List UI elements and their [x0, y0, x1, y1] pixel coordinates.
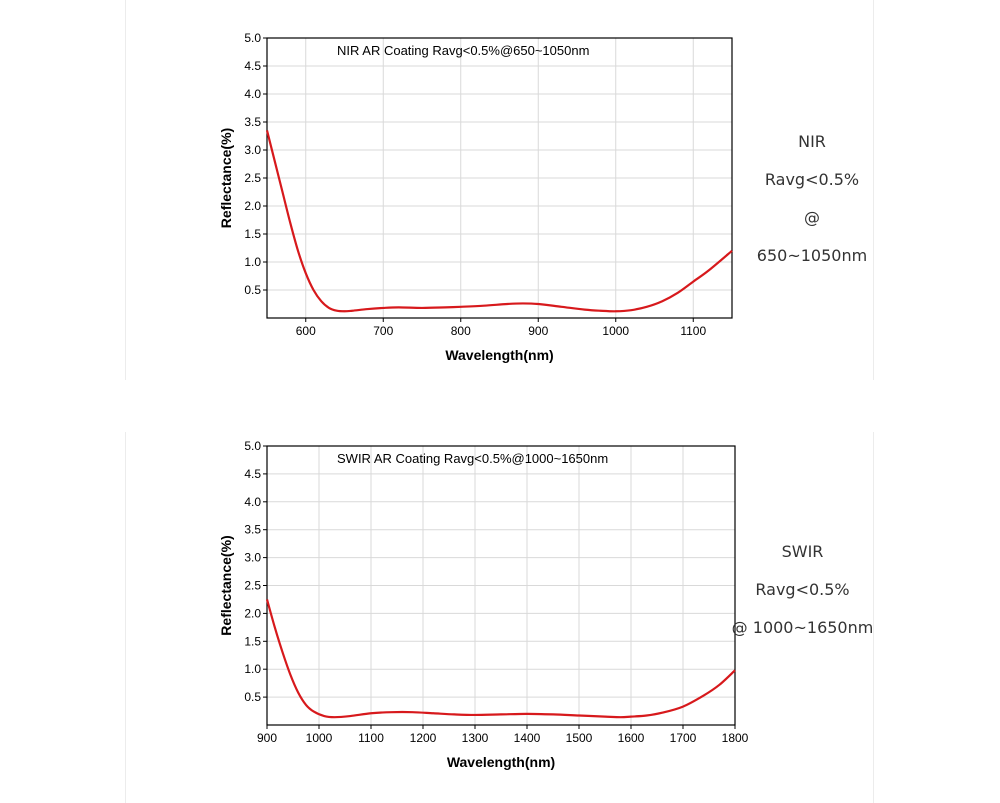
y-tick-label: 2.0 [244, 606, 261, 620]
y-tick-label: 4.5 [244, 59, 261, 73]
y-tick-label: 2.5 [244, 171, 261, 185]
x-tick-label: 1500 [566, 731, 593, 745]
chart-title: SWIR AR Coating Ravg<0.5%@1000~1650nm [337, 451, 608, 466]
y-tick-label: 1.5 [244, 634, 261, 648]
swir-note-line1: SWIR [781, 542, 824, 561]
x-axis-label: Wavelength(nm) [445, 347, 553, 363]
x-tick-label: 1000 [602, 324, 629, 338]
swir-note-line2: Ravg<0.5% [755, 580, 850, 599]
y-tick-label: 5.0 [244, 31, 261, 45]
x-tick-label: 1000 [306, 731, 333, 745]
y-tick-label: 3.5 [244, 523, 261, 537]
y-tick-label: 2.5 [244, 579, 261, 593]
reflectance-curve [265, 130, 733, 313]
y-tick-label: 4.0 [244, 87, 261, 101]
y-tick-label: 3.0 [244, 551, 261, 565]
nir-reflectance-chart: 600 700 800 900 1000 1100 0.5 1.0 1.5 2.0 2.5 3.0 3.… [218, 31, 733, 363]
x-tick-label: 900 [528, 324, 548, 338]
chart-title: NIR AR Coating Ravg<0.5%@650~1050nm [337, 43, 589, 58]
swir-note-line3: @ 1000~1650nm [731, 618, 874, 637]
nir-side-note: NIR Ravg<0.5% @ 650~1050nm [752, 123, 872, 275]
x-tick-label: 1200 [410, 731, 437, 745]
y-tick-label: 0.5 [244, 690, 261, 704]
nir-note-line3: @ 650~1050nm [756, 208, 868, 265]
x-tick-label: 1300 [462, 731, 489, 745]
x-tick-label: 1400 [514, 731, 541, 745]
y-tick-label: 3.5 [244, 115, 261, 129]
y-tick-label: 1.5 [244, 227, 261, 241]
y-tick-label: 0.5 [244, 283, 261, 297]
x-tick-label: 800 [451, 324, 471, 338]
y-axis-label: Reflectance(%) [218, 535, 234, 635]
x-tick-label: 1100 [358, 731, 384, 745]
y-tick-label: 1.0 [244, 255, 261, 269]
x-tick-label: 700 [373, 324, 393, 338]
y-tick-label: 4.0 [244, 495, 261, 509]
x-axis-label: Wavelength(nm) [447, 754, 555, 770]
x-tick-label: 900 [257, 731, 277, 745]
x-tick-label: 1700 [670, 731, 697, 745]
y-tick-label: 1.0 [244, 662, 261, 676]
y-tick-label: 2.0 [244, 199, 261, 213]
reflectance-curve [265, 599, 736, 719]
nir-note-line1: NIR [798, 132, 826, 151]
x-tick-label: 600 [296, 324, 316, 338]
x-tick-label: 1800 [722, 731, 749, 745]
x-tick-label: 1600 [618, 731, 645, 745]
x-tick-label: 1100 [680, 324, 706, 338]
y-axis-label: Reflectance(%) [218, 128, 234, 228]
y-tick-label: 3.0 [244, 143, 261, 157]
y-tick-label: 4.5 [244, 467, 261, 481]
swir-reflectance-chart: 900 1000 1100 1200 1300 1400 1500 1600 1700 1800 0… [218, 439, 749, 770]
swir-side-note: SWIR Ravg<0.5% @ 1000~1650nm [730, 533, 875, 647]
section-gap [118, 380, 888, 432]
y-tick-label: 5.0 [244, 439, 261, 453]
nir-note-line2: Ravg<0.5% [764, 170, 860, 189]
